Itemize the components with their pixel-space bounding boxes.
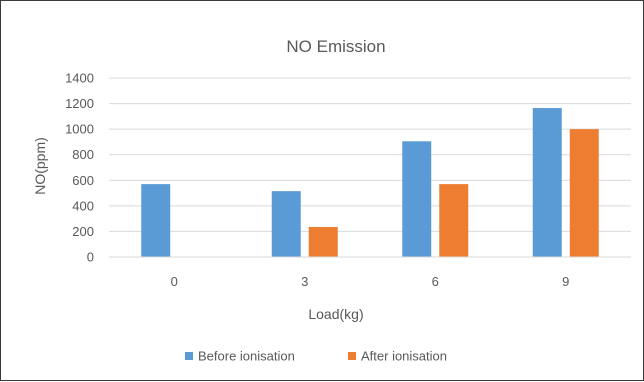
- y-tick-label: 1000: [65, 122, 94, 137]
- legend-swatch: [185, 352, 193, 360]
- bar-before-6: [402, 141, 432, 257]
- x-axis-ticks: 0 3 6 9: [171, 274, 570, 289]
- y-tick-label: 400: [72, 198, 94, 213]
- x-tick-label: 6: [432, 274, 439, 289]
- gridlines: [109, 77, 631, 232]
- legend-label: After ionisation: [361, 349, 447, 364]
- bar-after-3: [308, 226, 338, 257]
- bar-after-6: [439, 184, 469, 257]
- legend-swatch: [348, 352, 356, 360]
- chart-title: NO Emission: [286, 37, 385, 56]
- legend: Before ionisation After ionisation: [185, 349, 447, 364]
- x-tick-label: 3: [301, 274, 308, 289]
- bar-before-0: [141, 184, 171, 257]
- bar-before-3: [271, 191, 301, 257]
- bar-before-9: [532, 108, 562, 258]
- x-axis-label: Load(kg): [308, 306, 363, 322]
- x-tick-label: 9: [562, 274, 569, 289]
- y-axis-label: NO(ppm): [32, 137, 48, 195]
- y-tick-label: 200: [72, 224, 94, 239]
- bars: [141, 108, 599, 258]
- y-tick-label: 0: [87, 250, 94, 265]
- x-tick-label: 0: [171, 274, 178, 289]
- bar-after-9: [569, 129, 599, 257]
- y-tick-label: 1200: [65, 96, 94, 111]
- legend-label: Before ionisation: [198, 349, 295, 364]
- y-tick-label: 600: [72, 173, 94, 188]
- y-axis-ticks: 0 200 400 600 800 1000 1200 1400: [65, 71, 94, 265]
- y-tick-label: 800: [72, 147, 94, 162]
- y-tick-label: 1400: [65, 71, 94, 86]
